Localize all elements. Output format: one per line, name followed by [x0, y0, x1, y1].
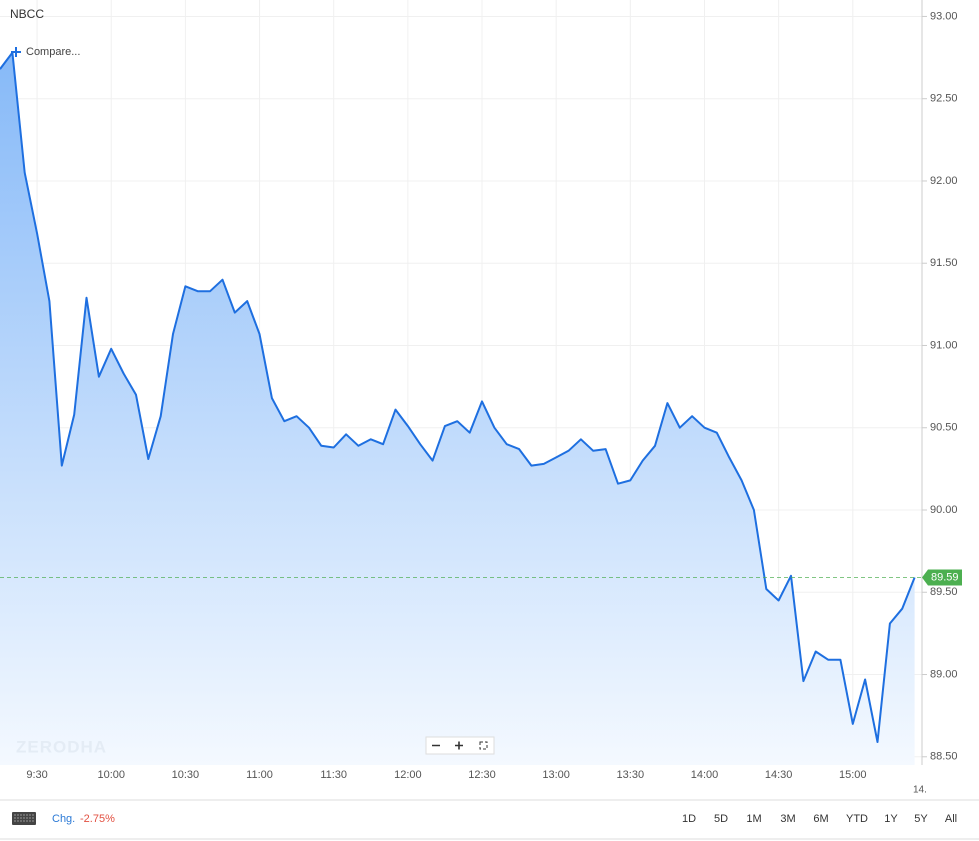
x-tick-label: 14:00 [691, 769, 719, 781]
x-tick-label: 10:30 [172, 769, 200, 781]
range-button[interactable]: All [945, 813, 957, 825]
range-buttons: 1D 5D 1M 3M 6M YTD 1Y 5Y All [682, 813, 957, 825]
zoom-icons[interactable] [432, 741, 463, 750]
compare-label[interactable]: Compare... [26, 46, 80, 58]
keyboard-icon[interactable] [12, 812, 36, 825]
y-tick-label: 90.00 [930, 504, 958, 516]
y-tick-label: 92.50 [930, 93, 958, 105]
y-tick-label: 89.50 [930, 586, 958, 598]
x-tick-label: 11:30 [320, 769, 347, 781]
range-button[interactable]: 3M [780, 813, 795, 825]
zoom-controls[interactable] [425, 736, 495, 755]
range-button[interactable]: 5Y [914, 813, 928, 825]
change-label: Chg. [52, 813, 75, 825]
range-button[interactable]: 1D [682, 813, 696, 825]
change-value: -2.75% [80, 813, 115, 825]
watermark: ZERODHA [16, 737, 107, 756]
range-button[interactable]: 1Y [884, 813, 898, 825]
y-tick-label: 92.00 [930, 175, 958, 187]
range-button[interactable]: YTD [846, 813, 868, 825]
fullscreen-icon[interactable] [479, 741, 488, 750]
y-tick-label: 90.50 [930, 422, 958, 434]
y-tick-label: 88.50 [930, 751, 958, 763]
y-tick-label: 93.00 [930, 10, 958, 22]
x-tick-label: 9:30 [26, 769, 47, 781]
x-tick-label: 12:00 [394, 769, 422, 781]
compare-button[interactable]: Compare... [11, 46, 80, 58]
last-price-tag [922, 569, 962, 586]
x-tick-label: 15:00 [839, 769, 867, 781]
area-fill [0, 52, 915, 766]
plot [0, 51, 916, 766]
x-tick-label: 13:00 [542, 769, 570, 781]
y-tick-label: 89.00 [930, 668, 958, 680]
keyboard-keys [14, 814, 34, 822]
plus-icon [11, 47, 21, 57]
corner-label: 14. [913, 785, 927, 796]
price-line [0, 51, 916, 743]
x-tick-label: 10:00 [97, 769, 125, 781]
x-tick-label: 11:00 [246, 769, 273, 781]
x-tick-label: 14:30 [765, 769, 793, 781]
symbol: NBCC [10, 7, 44, 21]
x-tick-label: 13:30 [617, 769, 645, 781]
last-price-label: 89.59 [931, 571, 959, 583]
y-tick-label: 91.50 [930, 257, 958, 269]
range-button[interactable]: 1M [746, 813, 761, 825]
y-tick-label: 91.00 [930, 339, 958, 351]
x-tick-label: 12:30 [468, 769, 496, 781]
range-button[interactable]: 6M [813, 813, 828, 825]
range-button[interactable]: 5D [714, 813, 728, 825]
